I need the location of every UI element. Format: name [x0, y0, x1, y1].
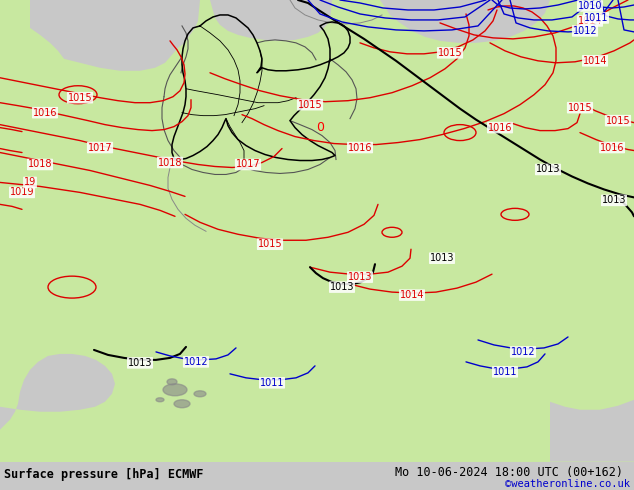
Ellipse shape: [156, 398, 164, 402]
Text: 1011: 1011: [260, 378, 284, 388]
Text: 1013: 1013: [127, 358, 152, 368]
Polygon shape: [0, 0, 70, 137]
Text: 19: 19: [24, 177, 36, 188]
Text: 1015: 1015: [68, 93, 93, 103]
Polygon shape: [550, 400, 634, 462]
Text: 1014: 1014: [583, 56, 607, 66]
Text: 1016: 1016: [488, 122, 512, 133]
Text: 1013: 1013: [536, 165, 560, 174]
Text: 1016: 1016: [33, 108, 57, 118]
Text: 1011: 1011: [493, 367, 517, 377]
Text: 1015: 1015: [437, 48, 462, 58]
Text: 1016: 1016: [600, 143, 624, 152]
Ellipse shape: [194, 391, 206, 397]
Polygon shape: [0, 68, 28, 111]
Text: 1016: 1016: [348, 143, 372, 152]
Text: 1017: 1017: [87, 143, 112, 152]
Text: 1012: 1012: [573, 26, 597, 36]
Text: 1019: 1019: [10, 187, 34, 197]
Text: 0: 0: [316, 121, 324, 134]
Text: Mo 10-06-2024 18:00 UTC (00+162): Mo 10-06-2024 18:00 UTC (00+162): [395, 466, 623, 479]
Text: ©weatheronline.co.uk: ©weatheronline.co.uk: [505, 479, 630, 489]
Ellipse shape: [174, 400, 190, 408]
Polygon shape: [0, 354, 115, 462]
Polygon shape: [0, 73, 634, 462]
Text: 1018: 1018: [158, 157, 182, 168]
Text: 1014: 1014: [578, 16, 602, 26]
Text: 1013: 1013: [330, 282, 354, 292]
Text: 1017: 1017: [236, 159, 261, 170]
Text: 1015: 1015: [567, 103, 592, 113]
Text: 1011: 1011: [584, 13, 608, 23]
Text: Surface pressure [hPa] ECMWF: Surface pressure [hPa] ECMWF: [4, 468, 204, 481]
Text: 1013: 1013: [602, 196, 626, 205]
Polygon shape: [0, 0, 550, 71]
Text: 1018: 1018: [28, 159, 52, 170]
Text: 1012: 1012: [184, 357, 209, 367]
Text: 1014: 1014: [400, 290, 424, 300]
Text: 1012: 1012: [511, 347, 535, 357]
Text: 1013: 1013: [348, 272, 372, 282]
Text: 1013: 1013: [430, 253, 454, 263]
Ellipse shape: [163, 384, 187, 396]
Text: 1015: 1015: [257, 239, 282, 249]
Text: 1010: 1010: [578, 1, 602, 11]
Text: 1015: 1015: [298, 99, 322, 110]
Text: 1015: 1015: [605, 116, 630, 125]
Ellipse shape: [167, 379, 177, 385]
